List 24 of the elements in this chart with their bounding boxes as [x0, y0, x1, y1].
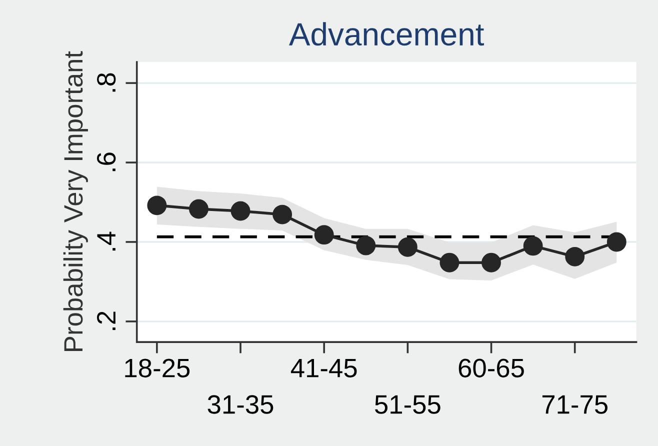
x-tick-label: 41-45	[290, 359, 357, 378]
point	[188, 199, 208, 219]
point	[398, 237, 418, 257]
x-tick-label: 71-75	[542, 395, 608, 414]
x-tick-label: 18-25	[125, 358, 190, 378]
y-tick-label: .4	[97, 232, 116, 251]
point	[356, 236, 376, 256]
y-tick-label: .8	[96, 73, 116, 92]
point	[482, 252, 501, 272]
y-axis-title: Probability Very Important	[63, 51, 88, 351]
point	[272, 204, 292, 224]
point	[230, 201, 250, 221]
point	[606, 232, 626, 252]
y-tick-label: .2	[96, 312, 116, 330]
y-tick-label: .6	[96, 152, 116, 172]
point	[440, 252, 460, 272]
point	[314, 225, 334, 245]
point	[523, 236, 543, 256]
x-tick-label: 51-55	[374, 395, 440, 414]
chart-title: Advancement	[288, 22, 484, 46]
x-tick-label: 60-65	[458, 358, 524, 378]
point	[147, 196, 167, 216]
point	[565, 246, 585, 266]
x-tick-label: 31-35	[208, 395, 274, 414]
